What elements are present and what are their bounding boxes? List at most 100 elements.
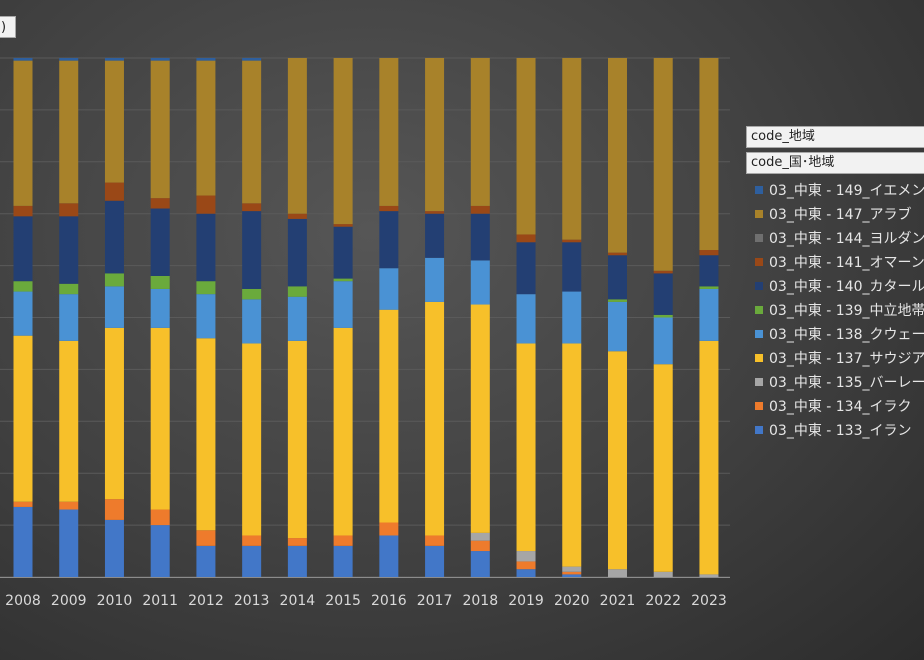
bar-segment (242, 60, 262, 204)
x-axis-tick-labels: 2008 2009 2010 2011 2012 2013 2014 2015 2016 2017… (5, 593, 727, 609)
bar-stack (607, 58, 627, 577)
x-tick-label: 2021 (600, 593, 636, 609)
bar-segment (59, 340, 79, 502)
bar-stack (333, 58, 353, 577)
legend-label: 03_中東 - 139_中立地帯 (769, 303, 924, 319)
legend-label: 03_中東 - 134_イラク (769, 399, 912, 415)
bar-stack (470, 58, 490, 577)
legend-item[interactable]: 03_中東 - 144_ヨルダン (746, 226, 924, 250)
legend-item[interactable]: 03_中東 - 137_サウジアラビア (746, 346, 924, 370)
bar-segment (333, 278, 353, 282)
legend-item[interactable]: 03_中東 - 139_中立地帯 (746, 298, 924, 322)
bar-segment (150, 288, 170, 328)
bar-segment (699, 255, 719, 287)
bar-segment (59, 294, 79, 341)
legend-item[interactable]: 03_中東 - 149_イエメン (746, 178, 924, 202)
field-button-country[interactable]: code_国･地域 (746, 152, 924, 174)
bar-segment (287, 538, 307, 546)
legend-label: 03_中東 - 141_オマーン (769, 255, 924, 271)
field-button-partial[interactable]: ) (0, 16, 16, 38)
bar-segment (607, 301, 627, 352)
bar-segment (333, 327, 353, 536)
legend-item[interactable]: 03_中東 - 140_カタール (746, 274, 924, 298)
bar-segment (607, 252, 627, 256)
legend-label: 03_中東 - 140_カタール (769, 279, 924, 295)
bar-segment (104, 200, 124, 274)
bar-segment (425, 213, 445, 258)
legend-panel: code_地域 code_国･地域 03_中東 - 149_イエメン 03_中東 … (746, 126, 924, 442)
legend-item[interactable]: 03_中東 - 134_イラク (746, 394, 924, 418)
bar-segment (516, 234, 536, 243)
bar-segment (607, 569, 627, 577)
field-button-region[interactable]: code_地域 (746, 126, 924, 148)
bar-segment (150, 509, 170, 526)
legend-item[interactable]: 03_中東 - 141_オマーン (746, 250, 924, 274)
bar-segment (699, 340, 719, 575)
bar-stack (150, 58, 170, 577)
bar-stack (104, 58, 124, 577)
bar-segment (653, 571, 673, 577)
bar-segment (287, 296, 307, 341)
bar-segment (699, 574, 719, 577)
bar-segment (470, 551, 490, 577)
bar-segment (470, 532, 490, 541)
legend-swatch (755, 282, 763, 290)
bar-segment (150, 327, 170, 510)
legend-item[interactable]: 03_中東 - 133_イラン (746, 418, 924, 442)
bar-segment (13, 58, 33, 61)
bar-stack (242, 58, 262, 577)
bar-segment (699, 250, 719, 256)
bar-segment (607, 58, 627, 253)
bar-segment (379, 522, 399, 536)
bar-segment (470, 540, 490, 552)
bar-segment (196, 530, 216, 546)
bar-segment (333, 545, 353, 577)
x-tick-label: 2014 (280, 593, 316, 609)
bar-segment (653, 273, 673, 315)
bar-segment (379, 268, 399, 310)
bar-segment (562, 58, 582, 240)
bar-segment (516, 343, 536, 552)
bar-segment (242, 288, 262, 300)
bar-segment (425, 257, 445, 302)
bar-segment (59, 203, 79, 217)
bar-segment (287, 340, 307, 539)
bar-segment (242, 535, 262, 546)
legend-swatch (755, 426, 763, 434)
legend-item[interactable]: 03_中東 - 138_クウェート (746, 322, 924, 346)
bar-segment (333, 535, 353, 546)
bar-segment (13, 501, 33, 507)
bar-segment (196, 281, 216, 295)
legend-label: 03_中東 - 135_バーレーン (769, 375, 924, 391)
x-tick-label: 2018 (462, 593, 498, 609)
bar-segment (150, 58, 170, 61)
bar-segment (425, 301, 445, 536)
bar-segment (59, 509, 79, 577)
legend-label: 03_中東 - 149_イエメン (769, 183, 924, 199)
legend-item[interactable]: 03_中東 - 135_バーレーン (746, 370, 924, 394)
bar-segment (562, 239, 582, 243)
bar-segment (196, 213, 216, 282)
bar-segment (333, 281, 353, 328)
bar-stack (699, 58, 719, 577)
bar-segment (104, 519, 124, 577)
bar-segment (562, 291, 582, 344)
legend-item[interactable]: 03_中東 - 147_アラブ (746, 202, 924, 226)
bar-segment (470, 205, 490, 214)
bar-segment (150, 60, 170, 199)
bar-segment (562, 343, 582, 567)
bar-segment (425, 535, 445, 546)
legend-swatch (755, 258, 763, 266)
bar-segment (242, 203, 262, 212)
bar-segment (196, 338, 216, 531)
bar-stack (287, 58, 307, 577)
bar-segment (425, 211, 445, 214)
bar-segment (287, 213, 307, 219)
legend-label: 03_中東 - 138_クウェート (769, 327, 924, 343)
bar-segment (59, 501, 79, 510)
bar-segment (196, 545, 216, 577)
bar-segment (104, 327, 124, 500)
bar-segment (333, 226, 353, 279)
bar-segment (425, 58, 445, 212)
